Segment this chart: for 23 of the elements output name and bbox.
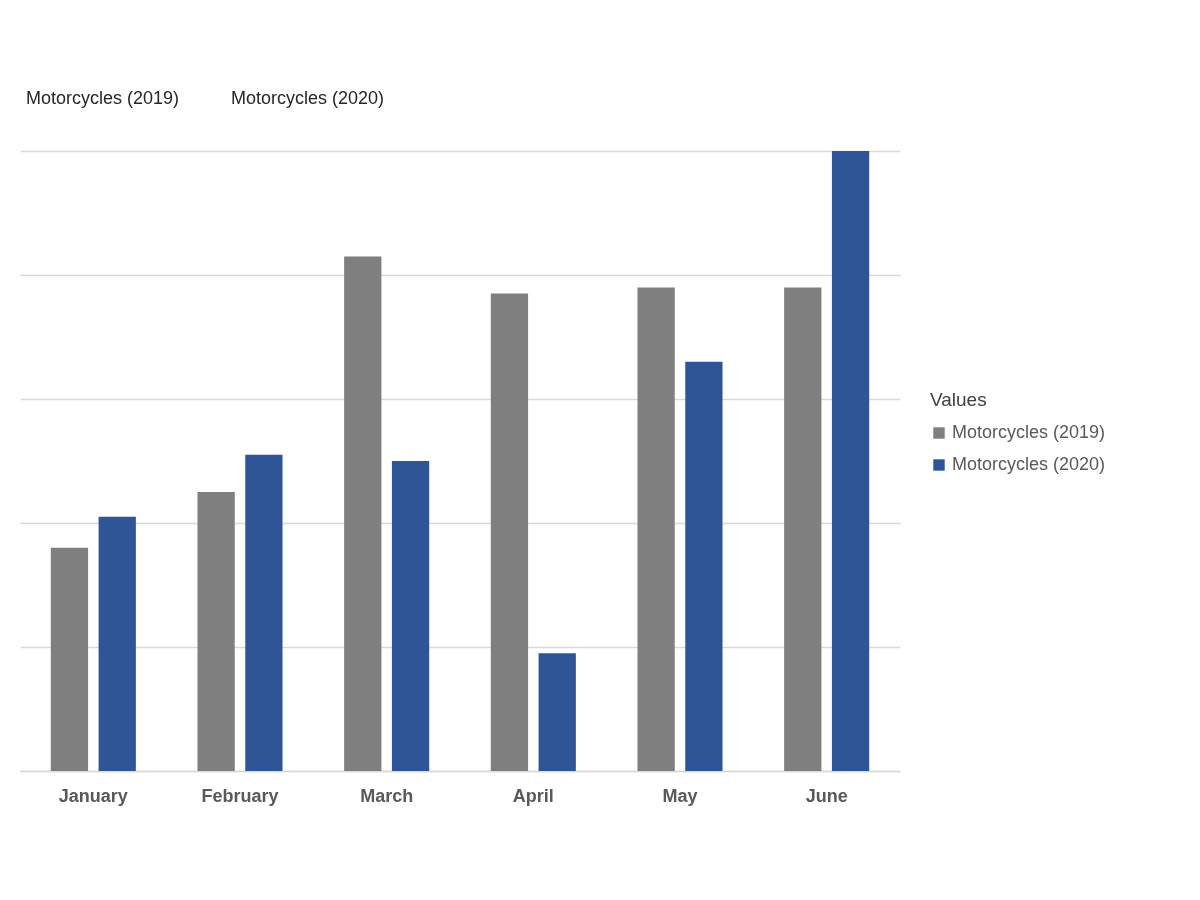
legend-title: Values: [930, 389, 987, 410]
x-tick-label: February: [201, 785, 279, 806]
bar: [344, 256, 382, 771]
legend-label: Motorcycles (2019): [952, 422, 1106, 442]
bar: [245, 454, 283, 771]
text: Motorcycles (2020): [231, 88, 385, 108]
bar: [197, 492, 235, 771]
bar: [391, 461, 430, 771]
bar: [98, 516, 136, 771]
legend-label: Motorcycles (2020): [952, 454, 1106, 474]
bar: [831, 151, 870, 771]
bar: [490, 293, 529, 771]
bar: [538, 653, 576, 771]
x-tick-label: June: [805, 785, 848, 806]
x-tick-label: April: [512, 785, 554, 806]
bar: [50, 547, 89, 771]
x-tick-label: May: [662, 785, 698, 806]
text: Motorcycles (2019): [26, 88, 180, 108]
bar: [784, 287, 822, 771]
x-tick-label: March: [360, 785, 414, 806]
bar: [637, 287, 675, 771]
bar: [685, 361, 723, 771]
x-tick-label: January: [58, 785, 128, 806]
